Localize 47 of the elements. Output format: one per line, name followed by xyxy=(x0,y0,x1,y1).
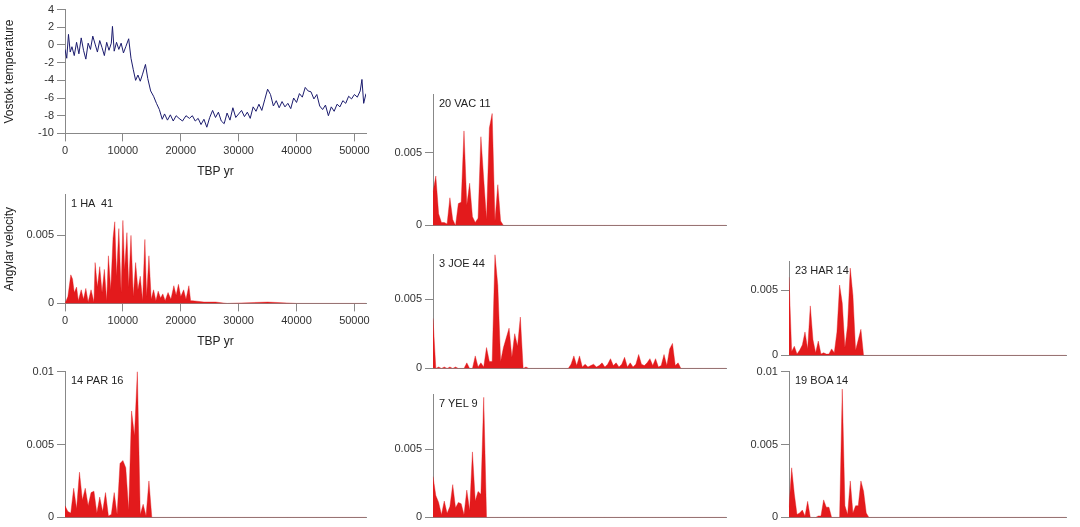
y-tick-label: 0 xyxy=(771,510,778,523)
x-tick-label: 0 xyxy=(61,144,69,157)
y-tick-label: -2 xyxy=(44,55,54,68)
y-tick-label: 0 xyxy=(771,348,778,361)
y-tick-label: -4 xyxy=(44,73,54,86)
y-tick-label: -6 xyxy=(44,91,54,104)
x-axis-title: TBP yr xyxy=(197,334,234,349)
x-tick-label: 10000 xyxy=(107,144,139,157)
y-tick-label: -8 xyxy=(44,108,54,121)
chart-title: 14 PAR 16 xyxy=(71,374,124,387)
y-tick-label: 0.005 xyxy=(394,292,422,305)
y-axis-title: Angylar velocity xyxy=(1,206,16,292)
chart-title: 3 JOE 44 xyxy=(439,257,485,270)
y-tick-label: 0 xyxy=(415,218,422,231)
y-tick-label: 0.005 xyxy=(26,437,54,450)
x-tick-label: 50000 xyxy=(339,144,370,157)
chart-title: 19 BOA 14 xyxy=(795,374,849,387)
y-tick-label: 0 xyxy=(415,361,422,374)
x-axis-title: TBP yr xyxy=(197,164,234,179)
x-tick-label: 0 xyxy=(61,314,69,327)
chart-title: 20 VAC 11 xyxy=(439,97,491,110)
y-tick-label: 0.005 xyxy=(394,442,422,455)
y-tick-label: 0.005 xyxy=(750,437,778,450)
chart-title: 23 HAR 14 xyxy=(795,264,849,277)
y-tick-label: 0.005 xyxy=(394,145,422,158)
y-tick-label: 0.01 xyxy=(32,364,54,377)
x-tick-label: 20000 xyxy=(165,144,197,157)
y-axis-title: Vostok temperature xyxy=(1,19,16,124)
y-tick-label: 0.01 xyxy=(756,364,778,377)
chart-title: 1 HA 41 xyxy=(71,197,114,210)
x-tick-label: 10000 xyxy=(107,314,139,327)
x-tick-label: 50000 xyxy=(339,314,370,327)
y-tick-label: 2 xyxy=(47,20,54,33)
x-tick-label: 40000 xyxy=(281,144,312,157)
y-tick-label: 0 xyxy=(47,296,54,309)
x-tick-label: 30000 xyxy=(223,314,254,327)
y-tick-label: 0 xyxy=(415,510,422,523)
y-tick-label: 0 xyxy=(47,38,54,50)
x-tick-label: 20000 xyxy=(165,314,197,327)
chart-title: 7 YEL 9 xyxy=(439,397,478,410)
y-tick-label: -10 xyxy=(38,126,54,139)
y-tick-label: 4 xyxy=(47,2,54,15)
y-tick-label: 0.005 xyxy=(26,228,54,241)
y-tick-label: 0.005 xyxy=(750,283,778,296)
y-tick-label: 0 xyxy=(47,510,54,523)
x-tick-label: 40000 xyxy=(281,314,312,327)
x-tick-label: 30000 xyxy=(223,144,254,157)
